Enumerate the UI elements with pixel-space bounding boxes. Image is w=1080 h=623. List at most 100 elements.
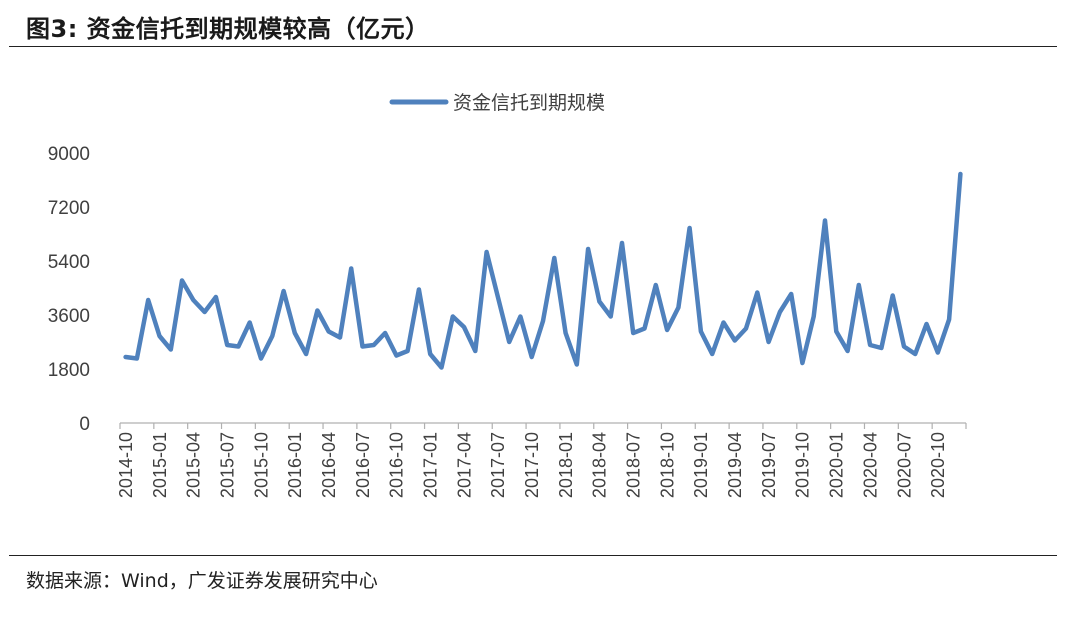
data-point (146, 298, 150, 302)
data-point (259, 357, 263, 361)
data-point (180, 279, 184, 283)
y-tick-label: 7200 (48, 198, 90, 219)
series-layer (123, 171, 963, 370)
bottom-rule (9, 555, 1057, 556)
data-point (169, 348, 173, 352)
data-point (744, 327, 748, 331)
figure-title: 图3: 资金信托到期规模较高（亿元） (26, 14, 430, 43)
y-tick-label: 1800 (48, 360, 90, 381)
data-point (394, 354, 398, 358)
data-point (203, 310, 207, 314)
figure-header: 图3: 资金信托到期规模较高（亿元） (26, 8, 430, 44)
data-point (135, 357, 139, 361)
data-point (191, 298, 195, 302)
data-point (338, 336, 342, 340)
data-point (282, 289, 286, 293)
data-point (631, 331, 635, 335)
data-point (620, 241, 624, 245)
data-point (293, 331, 297, 335)
data-point (439, 366, 443, 370)
data-point (597, 300, 601, 304)
x-tick-label: 2017-04 (454, 432, 474, 498)
data-point (530, 355, 534, 359)
data-point (361, 345, 365, 349)
data-point (225, 343, 229, 347)
data-point (327, 330, 331, 334)
y-tick-label: 5400 (48, 252, 90, 273)
data-point (609, 315, 613, 319)
legend: 资金信托到期规模 (389, 92, 605, 114)
data-point (936, 351, 940, 355)
y-tick-label: 3600 (48, 306, 90, 327)
x-tick-label: 2016-10 (387, 432, 407, 498)
data-point (575, 363, 579, 367)
data-point (248, 321, 252, 325)
data-point (913, 352, 917, 356)
data-point (383, 331, 387, 335)
x-tick-label: 2019-01 (691, 432, 711, 498)
x-tick-label: 2016-04 (319, 432, 339, 498)
data-point (518, 315, 522, 319)
series-line (123, 171, 963, 370)
data-point (834, 330, 838, 334)
x-tick-label: 2015-01 (150, 432, 170, 498)
data-point (417, 288, 421, 292)
data-point (846, 349, 850, 353)
data-point (315, 309, 319, 313)
data-point (947, 318, 951, 322)
x-tick-label: 2018-04 (590, 432, 610, 498)
data-point (755, 291, 759, 295)
data-point (473, 349, 477, 353)
data-point (643, 327, 647, 331)
x-tick-label: 2015-07 (217, 432, 237, 498)
x-tick-label: 2015-04 (184, 432, 204, 498)
data-point (157, 334, 161, 338)
data-point (462, 325, 466, 329)
data-point (733, 339, 737, 343)
x-tick-label: 2017-01 (421, 432, 441, 498)
data-point (823, 219, 827, 223)
data-point (349, 267, 353, 271)
data-point (857, 283, 861, 287)
data-point (124, 355, 128, 359)
data-point (710, 352, 714, 356)
x-tick-label: 2018-01 (556, 432, 576, 498)
data-point (925, 322, 929, 326)
x-tick-label: 2017-07 (488, 432, 508, 498)
data-point (236, 345, 240, 349)
data-point (654, 283, 658, 287)
data-point (564, 331, 568, 335)
data-point (812, 315, 816, 319)
data-point (676, 306, 680, 310)
data-point (304, 352, 308, 356)
x-tick-label: 2020-10 (928, 432, 948, 498)
data-point (902, 345, 906, 349)
data-point (879, 346, 883, 350)
x-tick-label: 2017-10 (522, 432, 542, 498)
data-point (270, 334, 274, 338)
x-tick-label: 2019-07 (759, 432, 779, 498)
data-point (496, 295, 500, 299)
x-tick-label: 2016-01 (285, 432, 305, 498)
legend-label: 资金信托到期规模 (453, 92, 605, 114)
data-point (586, 247, 590, 251)
data-point (372, 343, 376, 347)
x-tick-label: 2019-10 (793, 432, 813, 498)
data-point (868, 343, 872, 347)
data-point (451, 315, 455, 319)
top-rule (9, 46, 1057, 47)
data-point (767, 340, 771, 344)
x-tick-label: 2015-10 (251, 432, 271, 498)
data-point (800, 361, 804, 365)
data-point (958, 172, 962, 176)
x-axis: 2014-10 2015-01 2015-04 2015-07 2015-10 2016-… (116, 422, 967, 498)
data-point (699, 330, 703, 334)
data-point (789, 292, 793, 296)
data-point (214, 295, 218, 299)
data-point (552, 256, 556, 260)
data-point (541, 319, 545, 323)
x-tick-label: 2020-04 (860, 432, 880, 498)
x-tick-label: 2014-10 (116, 432, 136, 498)
data-point (688, 226, 692, 230)
